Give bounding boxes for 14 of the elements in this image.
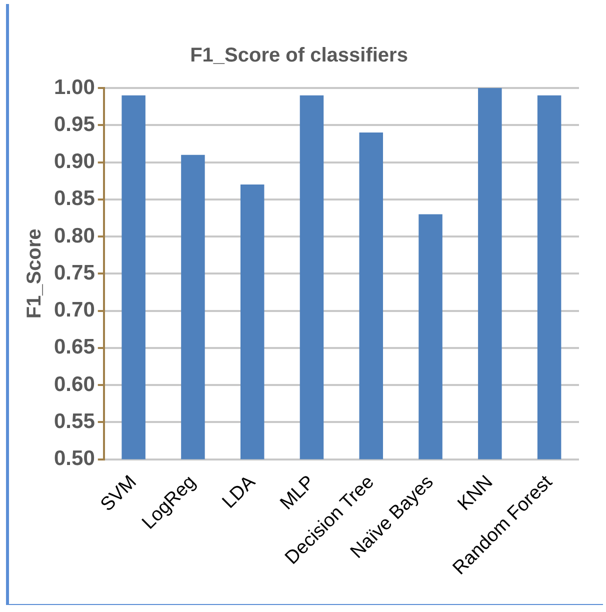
y-tick-label: 0.95 [54,112,96,136]
y-tick-label: 0.85 [54,187,96,210]
y-axis-title: F1_Score [24,228,46,319]
y-tick-label: 0.60 [54,372,95,396]
y-tick-label: 0.55 [54,410,96,433]
y-tick-label: 0.65 [54,336,96,359]
y-tick-label: 0.80 [54,224,95,248]
y-tick-label: 0.90 [54,150,95,174]
y-tick-label: 0.70 [54,298,95,322]
chart-title: F1_Score of classifiers [190,44,408,67]
y-tick-label: 0.75 [54,261,96,284]
y-tick-label: 0.50 [54,447,95,470]
y-tick-label: 1.00 [54,76,95,99]
x-tick-label: LDA [218,472,260,513]
